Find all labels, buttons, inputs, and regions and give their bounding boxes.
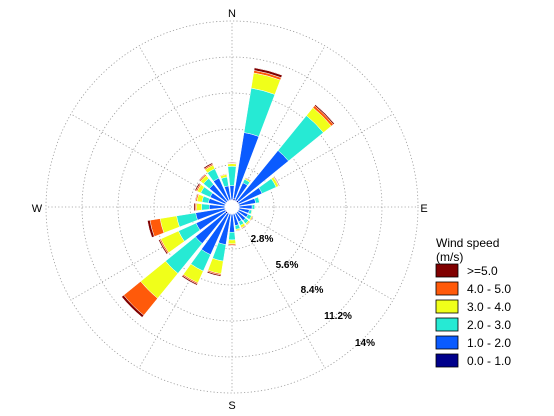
sector-270-bin-2 — [201, 203, 210, 211]
sector-75-bin-3 — [257, 196, 261, 203]
direction-label-w: W — [32, 203, 43, 215]
legend-swatch-3 — [435, 299, 459, 314]
sector-315-bin-5 — [198, 173, 206, 181]
legend-swatch-1 — [435, 335, 459, 350]
legend-unit: (m/s) — [436, 250, 463, 264]
sector-180-bin-2 — [228, 231, 236, 241]
legend-swatch-5 — [435, 263, 459, 278]
sector-15-bin-1 — [233, 132, 260, 200]
sectors — [121, 67, 335, 318]
sector-90-bin-2 — [251, 204, 255, 210]
center-hole — [225, 200, 239, 214]
grid-spoke-60 — [237, 113, 394, 205]
legend-label-1: 1.0 - 2.0 — [467, 336, 511, 350]
sector-105-bin-3 — [250, 209, 253, 215]
legend: Wind speed (m/s) >=5.0 4.0 - 5.0 3.0 - 4… — [435, 236, 511, 368]
grid-spoke-150 — [234, 212, 326, 369]
legend-title: Wind speed — [436, 236, 499, 250]
legend-label-4: 4.0 - 5.0 — [467, 282, 511, 296]
sector-210-bin-5 — [181, 275, 198, 286]
ring-label-5: 14% — [355, 338, 375, 349]
legend-swatch-0 — [435, 353, 459, 368]
sector-15-bin-2 — [243, 87, 276, 137]
legend-label-3: 3.0 - 4.0 — [467, 300, 511, 314]
sector-60-bin-5 — [273, 176, 281, 187]
sector-150-bin-5 — [241, 225, 247, 230]
sector-15-bin-5 — [253, 67, 283, 78]
legend-swatch-4 — [435, 281, 459, 296]
sector-330-bin-5 — [203, 162, 214, 170]
sector-345-bin-4 — [219, 173, 228, 177]
grid-spoke-120 — [237, 209, 394, 301]
sector-270-bin-5 — [193, 202, 196, 212]
grid-spoke-210 — [138, 212, 230, 369]
sector-300-bin-5 — [194, 182, 201, 192]
sector-195-bin-5 — [206, 271, 222, 277]
sector-0-bin-2 — [227, 166, 237, 186]
grid-spoke-300 — [70, 113, 227, 205]
legend-label-5: >=5.0 — [467, 264, 498, 278]
grid-ring-5 — [45, 20, 419, 394]
sector-225-bin-5 — [121, 294, 145, 318]
grid-spoke-240 — [70, 209, 227, 301]
grid-ring-3 — [117, 92, 347, 322]
sector-90-bin-3 — [254, 204, 256, 210]
sector-135-bin-4 — [245, 220, 251, 226]
sector-180-bin-3 — [227, 239, 237, 245]
sector-0-bin-3 — [227, 163, 237, 167]
ring-label-4: 11.2% — [324, 311, 352, 322]
sector-240-bin-5 — [158, 239, 169, 255]
ring-label-1: 2.8% — [251, 234, 274, 245]
sector-270-bin-3 — [196, 203, 203, 211]
sector-30-bin-5 — [244, 177, 252, 182]
direction-label-s: S — [228, 400, 235, 412]
sector-0-bin-5 — [227, 162, 237, 164]
direction-label-n: N — [228, 8, 236, 20]
legend-swatch-2 — [435, 317, 459, 332]
grid-spoke-330 — [138, 45, 230, 202]
ring-label-3: 8.4% — [301, 285, 324, 296]
legend-label-0: 0.0 - 1.0 — [467, 354, 511, 368]
sector-255-bin-5 — [147, 219, 155, 238]
sector-120-bin-5 — [250, 215, 254, 222]
direction-label-e: E — [420, 203, 427, 215]
grid-spokes — [46, 21, 418, 393]
grid-spoke-30 — [234, 45, 326, 202]
legend-label-2: 2.0 - 3.0 — [467, 318, 511, 332]
sector-180-bin-5 — [227, 244, 237, 247]
sector-165-bin-4 — [235, 229, 242, 232]
sector-45-bin-5 — [314, 104, 335, 125]
sector-285-bin-5 — [194, 193, 198, 202]
ring-label-2: 5.6% — [276, 260, 299, 271]
